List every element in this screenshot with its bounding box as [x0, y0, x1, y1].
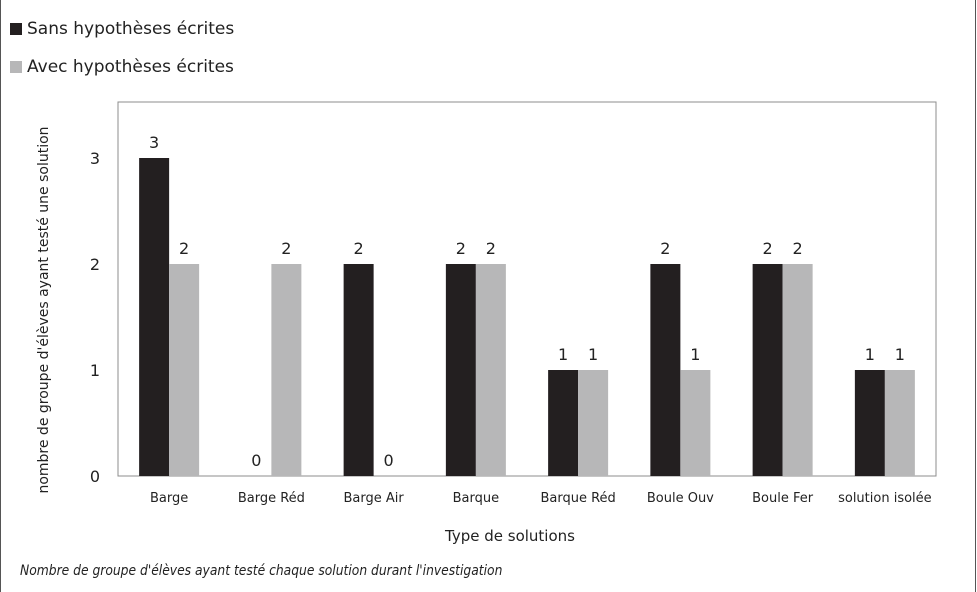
figure-caption: Nombre de groupe d'élèves ayant testé ch…: [20, 563, 503, 579]
data-label: 2: [660, 239, 670, 258]
figure-frame-left: [0, 0, 1, 592]
data-label: 3: [149, 133, 159, 152]
y-axis-title: nombre de groupe d'élèves ayant testé un…: [36, 126, 52, 493]
y-tick-label: 3: [90, 149, 100, 168]
bar: [650, 264, 681, 476]
bar: [169, 264, 200, 476]
y-tick-label: 1: [90, 361, 100, 380]
y-tick-label: 2: [90, 255, 100, 274]
legend-item-sans: Sans hypothèses écrites: [10, 18, 234, 40]
bar: [578, 370, 609, 476]
y-axis-ticks: 0 1 2 3: [90, 149, 100, 486]
data-label: 1: [588, 345, 598, 364]
legend-swatch-sans: [10, 23, 22, 35]
data-label: 0: [251, 451, 261, 470]
bar: [271, 264, 302, 476]
bars-group: [139, 158, 915, 476]
bar: [752, 264, 783, 476]
data-label: 2: [456, 239, 466, 258]
bar: [139, 158, 170, 476]
legend-item-avec: Avec hypothèses écrites: [10, 56, 234, 78]
data-label: 2: [281, 239, 291, 258]
figure-frame-right: [975, 0, 976, 592]
legend-label-sans: Sans hypothèses écrites: [27, 19, 235, 39]
bar: [680, 370, 711, 476]
data-label: 2: [179, 239, 189, 258]
bar: [548, 370, 579, 476]
bar: [475, 264, 506, 476]
x-axis-title: Type de solutions: [444, 527, 575, 545]
y-tick-label: 0: [90, 467, 100, 486]
x-tick-label: solution isolée: [838, 491, 932, 506]
data-label: 2: [763, 239, 773, 258]
data-label: 1: [558, 345, 568, 364]
data-label: 2: [486, 239, 496, 258]
legend-swatch-avec: [10, 61, 22, 73]
x-tick-label: Boule Fer: [752, 491, 814, 506]
x-tick-label: Barge: [150, 491, 188, 506]
x-tick-label: Barge Réd: [238, 491, 305, 506]
chart-legend: Sans hypothèses écrites Avec hypothèses …: [10, 18, 234, 94]
data-label: 1: [895, 345, 905, 364]
data-label: 1: [865, 345, 875, 364]
legend-label-avec: Avec hypothèses écrites: [27, 57, 234, 77]
x-tick-label: Barque: [453, 491, 500, 506]
plot-area-border: [117, 101, 937, 477]
bar: [854, 370, 885, 476]
bar: [884, 370, 915, 476]
data-label: 1: [690, 345, 700, 364]
bar: [782, 264, 813, 476]
bar: [343, 264, 374, 476]
x-tick-label: Boule Ouv: [647, 491, 714, 506]
x-tick-label: Barque Réd: [540, 491, 615, 506]
data-labels-group: 3 2 0 2 2 0 2 2 1 1 2 1 2 2 1 1: [149, 133, 905, 470]
data-label: 0: [384, 451, 394, 470]
data-label: 2: [793, 239, 803, 258]
data-label: 2: [354, 239, 364, 258]
x-tick-label: Barge Air: [344, 491, 405, 506]
bar: [445, 264, 476, 476]
x-axis-ticks: Barge Barge Réd Barge Air Barque Barque Réd B…: [150, 491, 932, 506]
